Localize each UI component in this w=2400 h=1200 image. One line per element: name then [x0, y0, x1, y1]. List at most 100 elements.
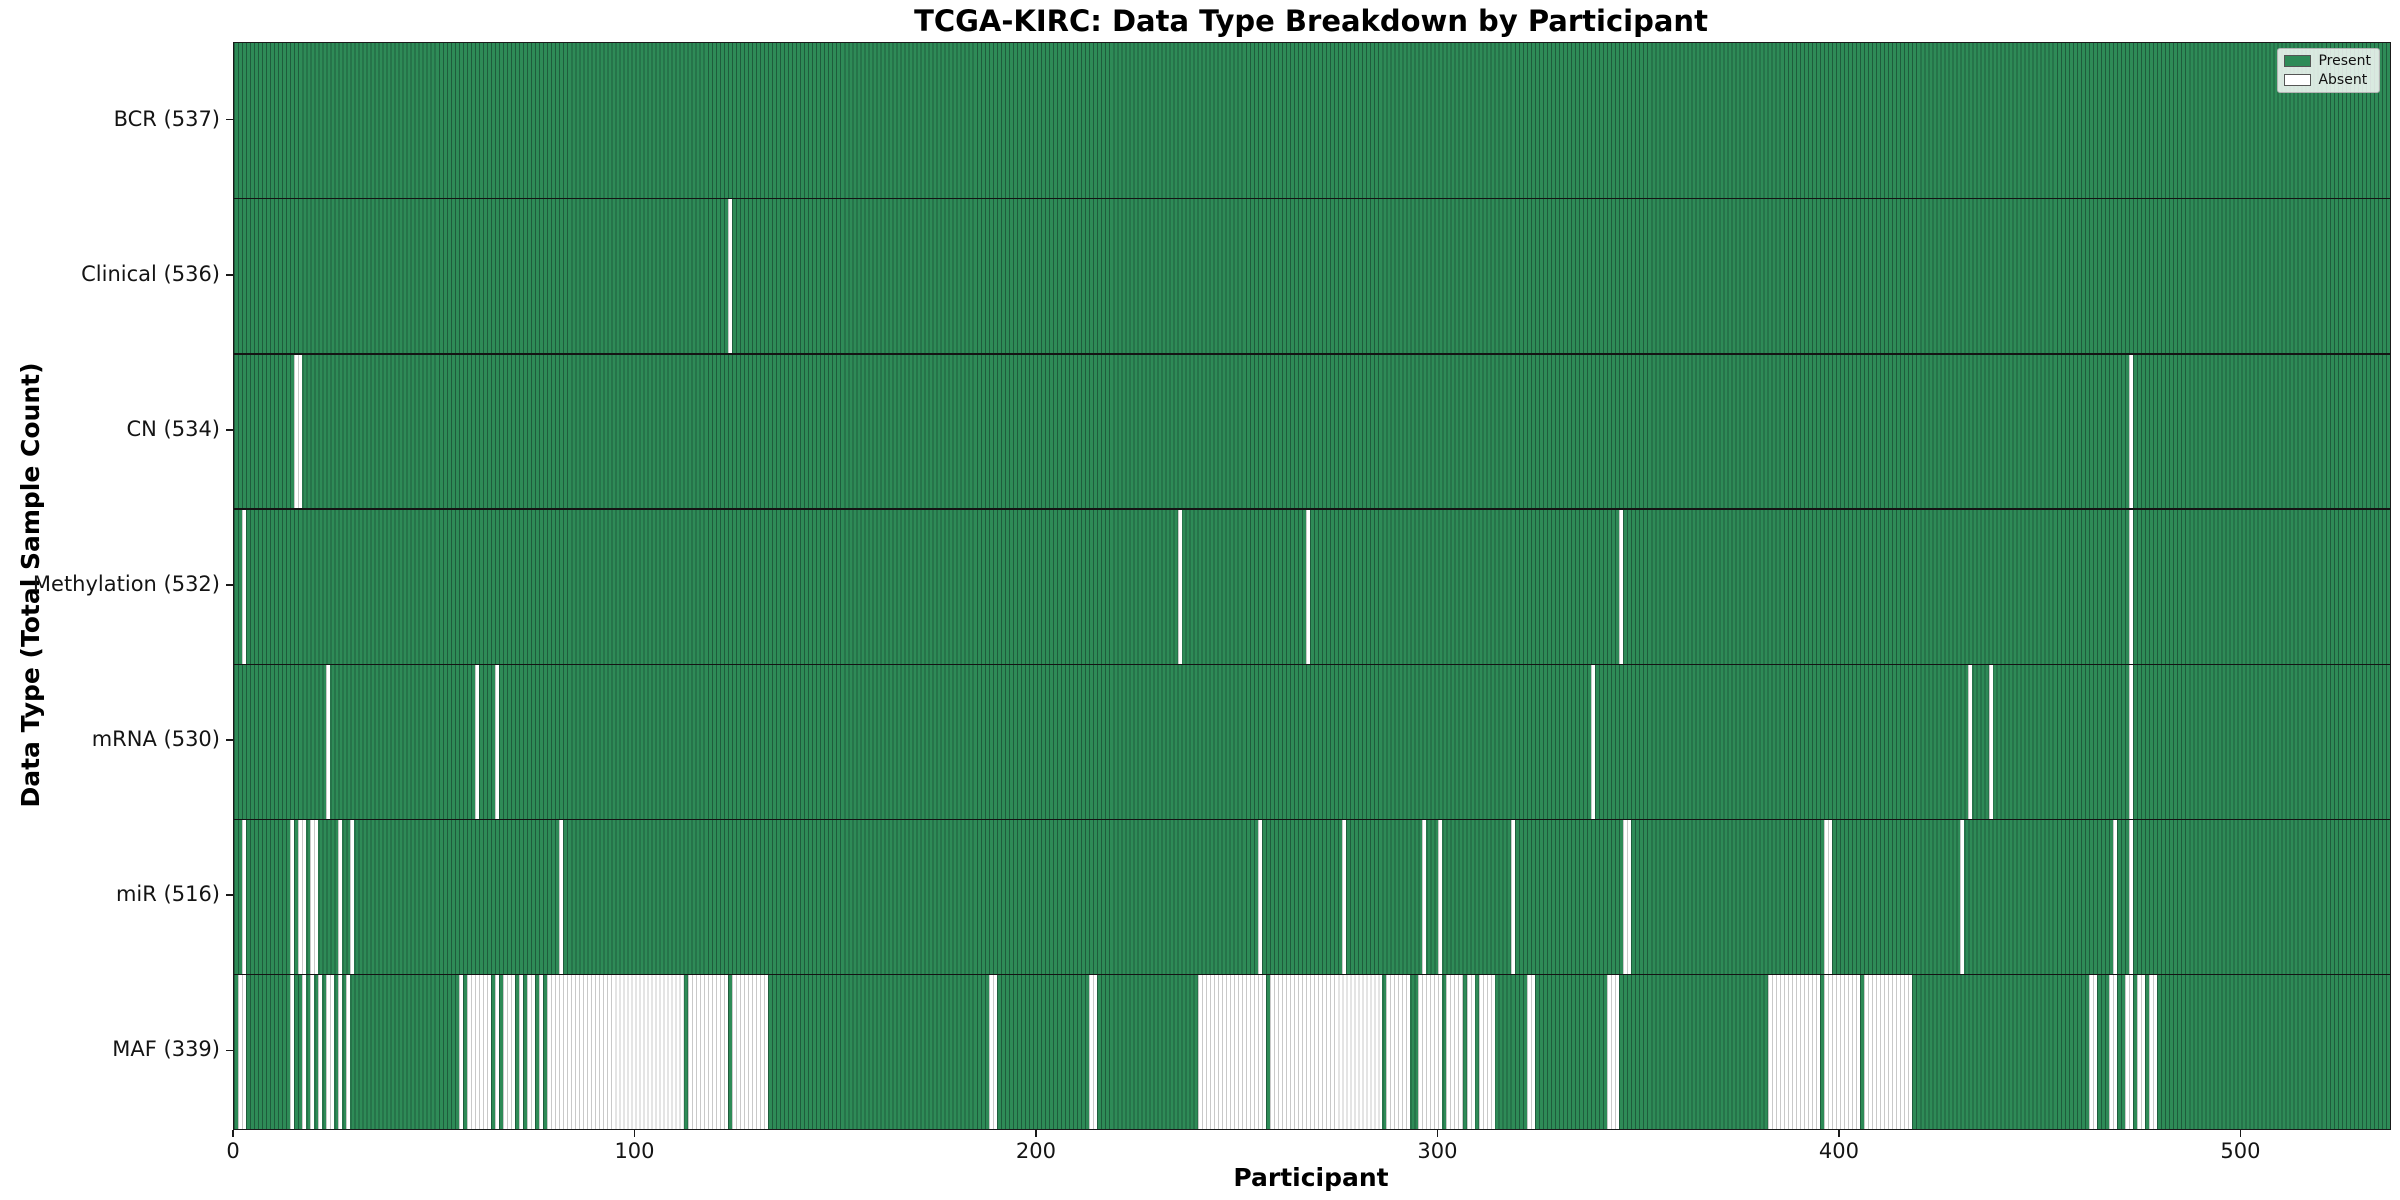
absent-segment	[1446, 973, 1463, 1129]
absent-segment	[346, 973, 351, 1129]
absent-segment	[290, 818, 295, 974]
bars-row-BCR	[234, 43, 2390, 199]
absent-segment	[1466, 973, 1475, 1129]
absent-segment	[2137, 973, 2146, 1129]
absent-segment	[1510, 818, 1515, 974]
legend-swatch-absent-icon	[2284, 74, 2312, 86]
absent-segment	[1342, 818, 1347, 974]
absent-segment	[1823, 818, 1832, 974]
row-separator	[234, 973, 2390, 976]
absent-segment	[2149, 973, 2158, 1129]
absent-segment	[338, 818, 343, 974]
row-separator	[234, 353, 2390, 355]
absent-segment	[1438, 818, 1443, 974]
absent-segment	[1591, 663, 1596, 819]
absent-segment	[458, 973, 463, 1129]
absent-segment	[1960, 818, 1965, 974]
absent-segment	[1418, 973, 1443, 1129]
x-tick-label-400: 400	[1818, 1139, 1859, 1163]
absent-segment	[242, 508, 247, 664]
absent-segment	[1197, 973, 1266, 1129]
absent-segment	[474, 663, 479, 819]
row-separator	[234, 663, 2390, 665]
absent-segment	[1988, 663, 1993, 819]
absent-segment	[527, 973, 536, 1129]
y-tick-label-Clinical: Clinical (536)	[81, 261, 220, 286]
absent-segment	[687, 973, 728, 1129]
chart-title: TCGA-KIRC: Data Type Breakdown by Partic…	[914, 4, 1708, 38]
absent-segment	[1607, 973, 1620, 1129]
absent-segment	[1623, 818, 1632, 974]
absent-segment	[238, 973, 247, 1129]
x-tick-label-200: 200	[1015, 1139, 1057, 1163]
x-tick-mark	[1436, 1130, 1439, 1137]
absent-segment	[494, 973, 499, 1129]
absent-segment	[302, 973, 307, 1129]
absent-segment	[1089, 973, 1098, 1129]
absent-segment	[1767, 973, 1820, 1129]
absent-segment	[1177, 508, 1182, 664]
x-axis-label: Participant	[1233, 1163, 1389, 1192]
bars-row-MAF	[234, 973, 2390, 1129]
absent-segment	[326, 973, 335, 1129]
x-tick-label-500: 500	[2220, 1139, 2261, 1163]
y-tick-label-miR: miR (516)	[115, 882, 220, 907]
absent-segment	[731, 973, 768, 1129]
absent-segment	[318, 973, 323, 1129]
bars-row-Methylation	[234, 508, 2390, 664]
absent-segment	[539, 973, 544, 1129]
absent-segment	[1257, 818, 1262, 974]
x-tick-mark	[633, 1130, 636, 1137]
absent-segment	[1269, 973, 1383, 1129]
absent-segment	[290, 973, 295, 1129]
y-tick-mark	[226, 1049, 233, 1052]
absent-segment	[338, 973, 343, 1129]
legend: Present Absent	[2277, 48, 2380, 93]
y-tick-mark	[226, 429, 233, 431]
absent-segment	[2125, 973, 2134, 1129]
legend-label-present: Present	[2318, 53, 2371, 69]
absent-segment	[519, 973, 524, 1129]
absent-segment	[2129, 818, 2134, 974]
absent-segment	[1305, 508, 1310, 664]
absent-segment	[559, 818, 564, 974]
x-tick-label-300: 300	[1417, 1139, 1458, 1163]
absent-segment	[326, 663, 331, 819]
absent-segment	[1526, 973, 1535, 1129]
absent-segment	[502, 973, 516, 1129]
y-tick-label-BCR: BCR (537)	[113, 106, 220, 131]
absent-segment	[1422, 818, 1427, 974]
y-tick-mark	[226, 118, 233, 121]
bars-row-Clinical	[234, 198, 2390, 354]
absent-segment	[727, 198, 732, 354]
absent-segment	[294, 353, 303, 509]
bars-row-miR	[234, 818, 2390, 974]
bars-row-CN	[234, 353, 2390, 509]
x-tick-label-0: 0	[226, 1139, 240, 1163]
x-tick-mark	[1035, 1130, 1037, 1137]
absent-segment	[2129, 508, 2134, 664]
x-tick-mark	[1838, 1130, 1840, 1137]
legend-label-absent: Absent	[2318, 72, 2368, 88]
y-tick-label-mRNA: mRNA (530)	[91, 727, 220, 752]
plot-area: Present Absent	[233, 42, 2391, 1130]
absent-segment	[988, 973, 997, 1129]
x-tick-mark	[2239, 1130, 2242, 1137]
bars-row-mRNA	[234, 663, 2390, 819]
absent-segment	[1823, 973, 1861, 1129]
absent-segment	[2112, 818, 2117, 974]
y-tick-label-MAF: MAF (339)	[112, 1037, 220, 1062]
y-tick-mark	[226, 739, 233, 741]
absent-segment	[1968, 663, 1973, 819]
legend-swatch-present-icon	[2284, 55, 2312, 67]
absent-segment	[298, 818, 307, 974]
y-tick-label-Methylation: Methylation (532)	[32, 572, 220, 596]
absent-segment	[310, 818, 319, 974]
legend-entry-absent: Absent	[2284, 72, 2371, 88]
absent-segment	[2088, 973, 2097, 1129]
absent-segment	[547, 973, 684, 1129]
y-tick-mark	[226, 273, 233, 276]
absent-segment	[310, 973, 315, 1129]
absent-segment	[2108, 973, 2117, 1129]
absent-segment	[242, 818, 247, 974]
